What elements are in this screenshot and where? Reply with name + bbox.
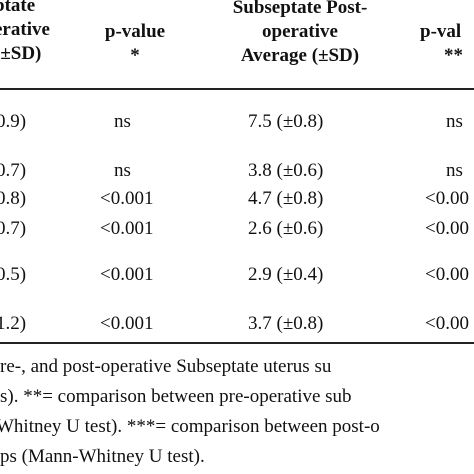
row1-col4: ns [446, 111, 463, 132]
caption-line-1: re-, and post-operative Subseptate uteru… [0, 356, 332, 377]
caption-line-3: Whitney U test). ***= comparison between… [0, 416, 380, 437]
row5-col2: <0.001 [100, 264, 154, 285]
row5-col4: <0.00 [425, 264, 469, 285]
row2-col1: 0.7) [0, 160, 27, 181]
header-col3: Subseptate Post- operative Average (±SD) [200, 0, 400, 68]
header-col4-line1: p-val [420, 21, 462, 42]
header-col1-line1: ptate [0, 0, 36, 16]
header-col4-line2: ** [444, 45, 463, 66]
header-col3-line2: operative [262, 21, 338, 42]
row4-col3: 2.6 (±0.6) [248, 218, 324, 239]
row3-col1: 0.8) [0, 188, 27, 209]
header-rule [0, 88, 474, 90]
row6-col1: 1.2) [0, 313, 27, 334]
row2-col4: ns [446, 160, 463, 181]
row2-col2: ns [114, 160, 131, 181]
row5-col3: 2.9 (±0.4) [248, 264, 324, 285]
header-col1-line2: erative [0, 19, 50, 40]
row5-col1: 0.5) [0, 264, 27, 285]
row4-col4: <0.00 [425, 218, 469, 239]
row2-col3: 3.8 (±0.6) [248, 160, 324, 181]
header-col2: p-value * [90, 20, 180, 68]
caption-line-2: s). **= comparison between pre-operative… [0, 386, 352, 407]
row4-col1: 0.7) [0, 218, 27, 239]
caption-line-4: ps (Mann-Whitney U test). [0, 446, 205, 467]
bottom-rule [0, 342, 474, 344]
header-col1: ptate erative (±SD) [0, 0, 74, 66]
row1-col2: ns [114, 111, 131, 132]
header-col3-line1: Subseptate Post- [232, 0, 368, 18]
row6-col4: <0.00 [425, 313, 469, 334]
row3-col3: 4.7 (±0.8) [248, 188, 324, 209]
header-col3-line3: Average (±SD) [240, 45, 360, 66]
row6-col2: <0.001 [100, 313, 154, 334]
header-col2-line1: p-value [104, 21, 166, 42]
header-col4: p-val ** [420, 20, 474, 68]
header-col1-line3: (±SD) [0, 43, 42, 64]
row6-col3: 3.7 (±0.8) [248, 313, 324, 334]
row1-col1: 0.9) [0, 111, 27, 132]
row3-col4: <0.00 [425, 188, 469, 209]
row1-col3: 7.5 (±0.8) [248, 111, 324, 132]
header-col2-line2: * [130, 45, 140, 66]
row3-col2: <0.001 [100, 188, 154, 209]
row4-col2: <0.001 [100, 218, 154, 239]
